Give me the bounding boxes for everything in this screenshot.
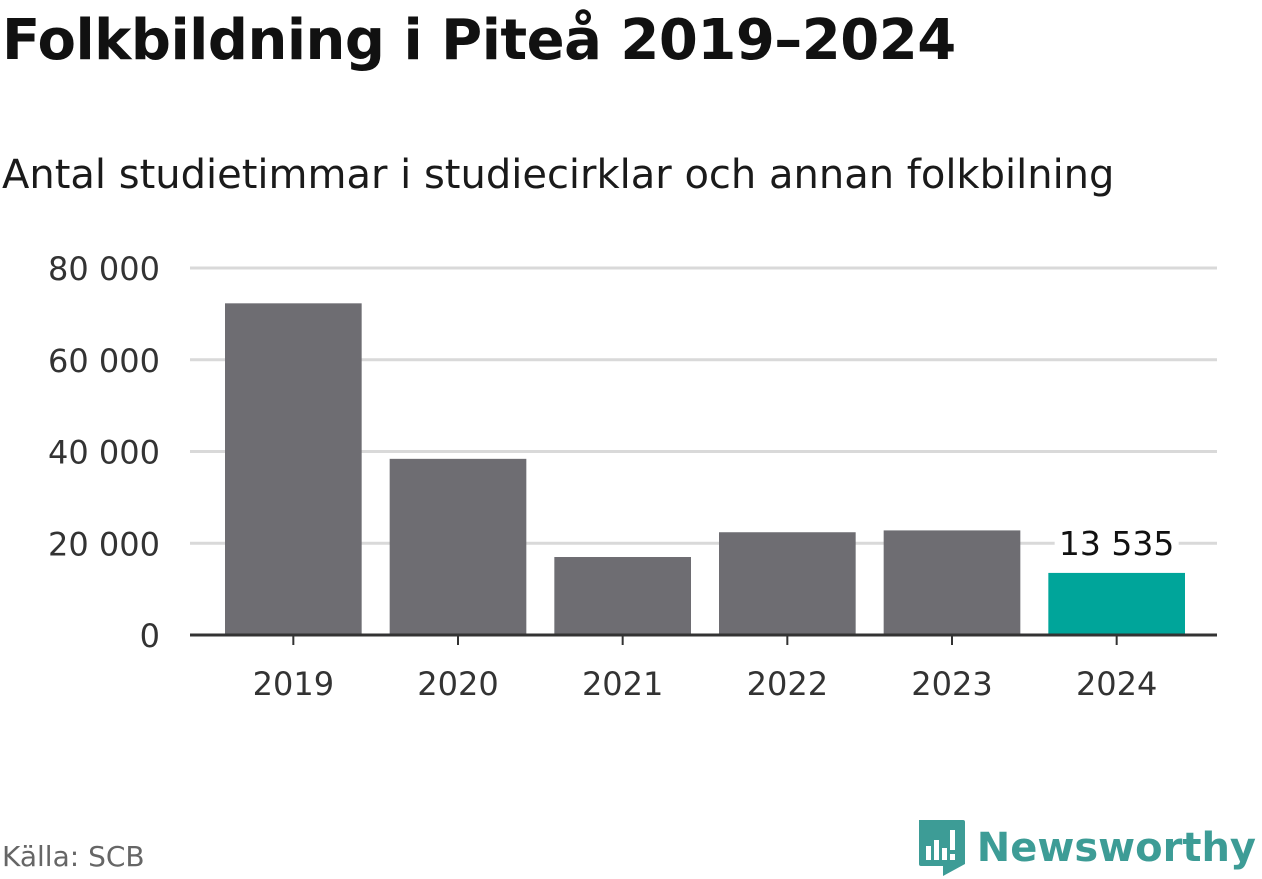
data-label: 13 535 <box>1059 524 1174 563</box>
y-tick-label: 20 000 <box>48 525 160 563</box>
x-tick-label: 2022 <box>747 665 828 703</box>
x-tick-label: 2024 <box>1076 665 1157 703</box>
x-tick-label: 2023 <box>911 665 992 703</box>
x-axis-labels: 2019 2020 2021 2022 2023 2024 <box>253 665 1158 703</box>
y-axis-labels: 0 20 000 40 000 60 000 80 000 <box>48 250 160 655</box>
chart-subtitle: Antal studietimmar i studiecirklar och a… <box>2 152 1115 198</box>
bar <box>554 557 691 635</box>
bar <box>883 530 1021 635</box>
source-note: Källa: SCB <box>2 840 145 873</box>
data-labels: 13 535 <box>1054 520 1179 565</box>
brand-name: Newsworthy <box>976 825 1256 871</box>
data-label-background <box>1054 520 1179 565</box>
chart-title: Folkbildning i Piteå 2019–2024 <box>2 8 956 73</box>
y-tick-label: 0 <box>140 617 160 655</box>
bar <box>719 532 856 635</box>
y-tick-label: 80 000 <box>48 250 160 288</box>
x-tick-label: 2021 <box>582 665 663 703</box>
bar <box>1048 572 1185 635</box>
x-axis <box>190 633 1217 645</box>
x-tick-label: 2020 <box>417 665 498 703</box>
bar <box>389 458 527 635</box>
bars <box>225 303 1185 635</box>
newsworthy-logo-icon <box>918 820 965 876</box>
x-tick-label: 2019 <box>253 665 334 703</box>
brand-logo: Newsworthy <box>917 818 1256 878</box>
y-tick-label: 40 000 <box>48 434 160 472</box>
y-tick-label: 60 000 <box>48 342 160 380</box>
bar <box>225 303 362 635</box>
